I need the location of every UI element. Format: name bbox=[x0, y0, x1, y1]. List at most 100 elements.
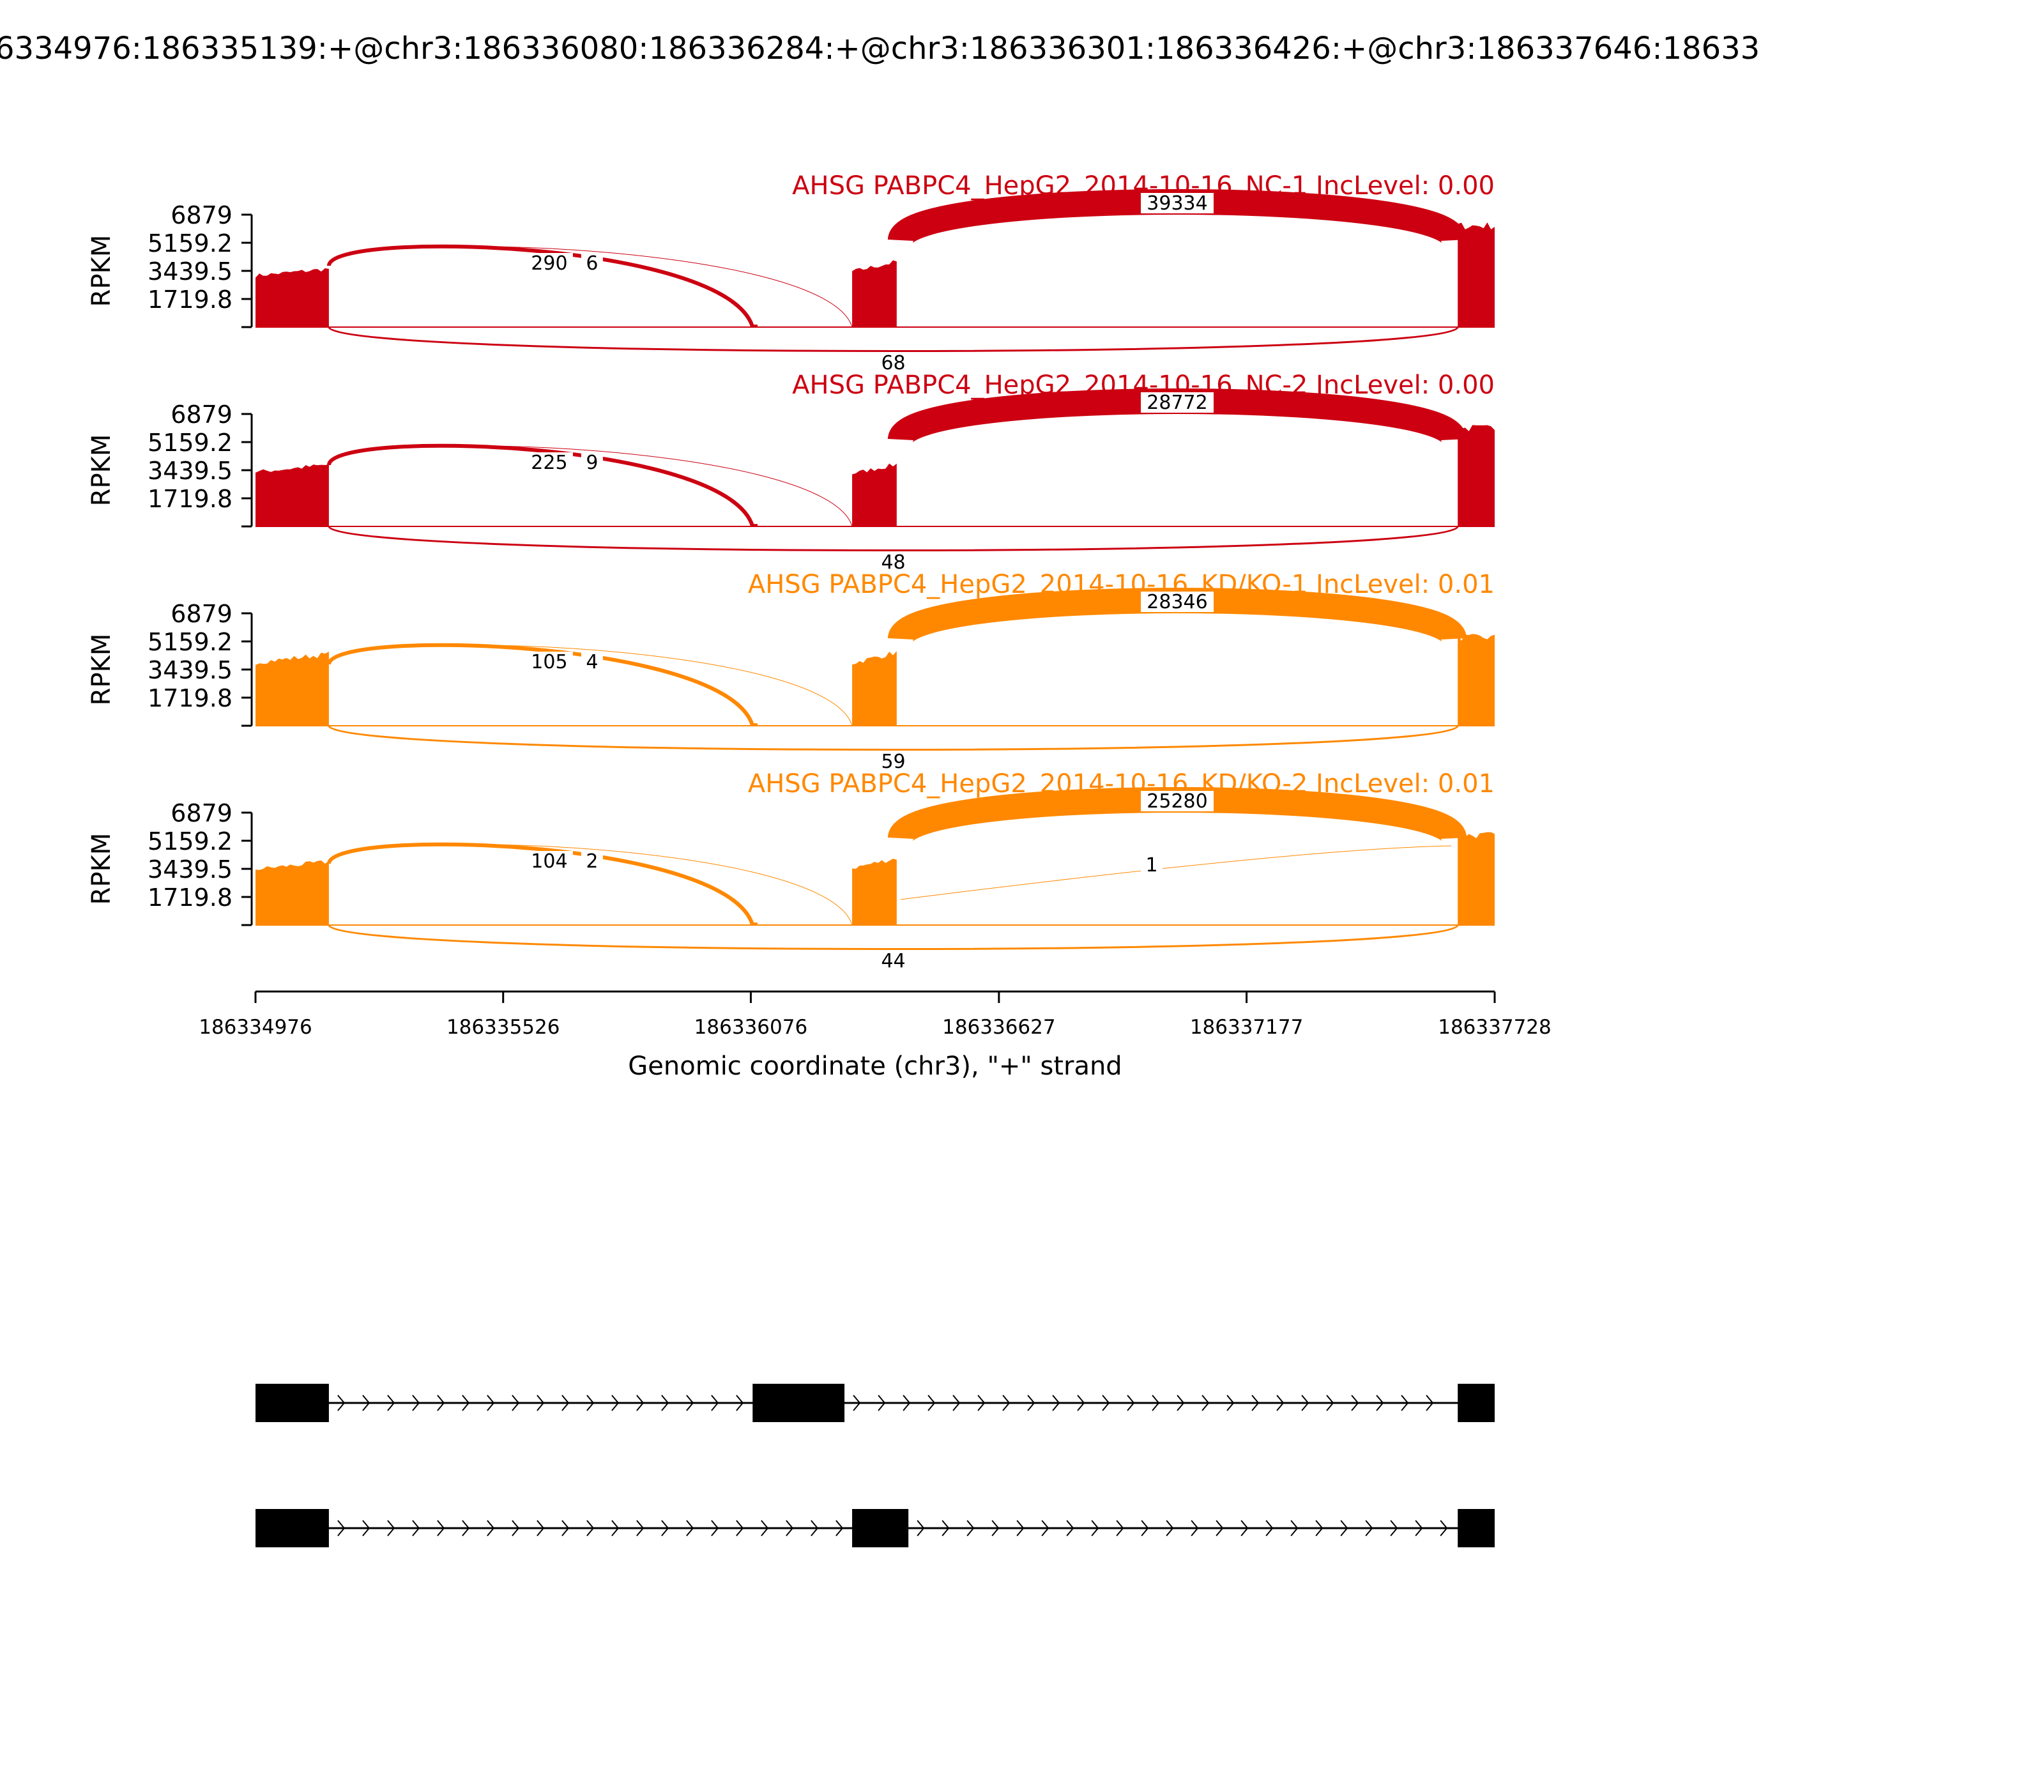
strand-arrow bbox=[711, 1520, 719, 1536]
junction-label-bg bbox=[525, 851, 573, 871]
gene-model bbox=[256, 1384, 1495, 1422]
coverage-area bbox=[1458, 222, 1495, 327]
junction-label: 25280 bbox=[1147, 790, 1207, 813]
strand-arrow bbox=[412, 1520, 420, 1536]
junction-label: 68 bbox=[881, 352, 905, 374]
y-axis-label: RPKM bbox=[87, 434, 116, 507]
strand-arrow bbox=[362, 1520, 370, 1536]
coverage-area bbox=[256, 464, 329, 526]
strand-arrow bbox=[1041, 1520, 1049, 1536]
junction-label-bg bbox=[525, 652, 573, 672]
strand-arrow bbox=[736, 1520, 744, 1536]
junction-arc bbox=[328, 326, 1459, 352]
strand-arrow bbox=[1290, 1520, 1299, 1536]
strand-arrow bbox=[878, 1395, 886, 1411]
strand-arrow bbox=[561, 1395, 570, 1411]
strand-arrow bbox=[927, 1395, 936, 1411]
strand-arrow bbox=[1226, 1395, 1235, 1411]
y-tick-label: 3439.5 bbox=[148, 656, 233, 684]
junction-arc bbox=[328, 924, 1459, 950]
strand-arrow bbox=[1127, 1395, 1135, 1411]
strand-arrow bbox=[611, 1520, 620, 1536]
coverage-area bbox=[1458, 425, 1495, 526]
junction-label-bg bbox=[525, 253, 573, 273]
x-tick-label: 186335526 bbox=[446, 1016, 560, 1039]
strand-arrow bbox=[387, 1395, 395, 1411]
coverage-area bbox=[1458, 832, 1495, 925]
strand-arrow bbox=[636, 1395, 644, 1411]
junction-arc bbox=[326, 643, 755, 726]
strand-arrow bbox=[337, 1395, 346, 1411]
y-tick-label: 1719.8 bbox=[148, 485, 233, 513]
strand-arrow bbox=[1326, 1395, 1334, 1411]
strand-arrow bbox=[1152, 1395, 1160, 1411]
x-tick-label: 186334976 bbox=[199, 1016, 312, 1039]
strand-arrow bbox=[1401, 1395, 1409, 1411]
junction-label: 1 bbox=[1145, 854, 1157, 877]
exon-block bbox=[256, 1384, 329, 1422]
junction-label-bg bbox=[876, 552, 911, 572]
junction-label-bg bbox=[1141, 193, 1214, 213]
junction-label-bg bbox=[525, 452, 573, 473]
strand-arrow bbox=[1376, 1395, 1384, 1411]
strand-arrow bbox=[1102, 1395, 1110, 1411]
y-tick-label: 6879 bbox=[171, 401, 233, 429]
junction-label: 4 bbox=[586, 651, 598, 673]
y-tick-label: 3439.5 bbox=[148, 257, 233, 286]
coverage-area bbox=[1458, 634, 1495, 726]
coverage-area bbox=[852, 651, 897, 726]
strand-arrow bbox=[537, 1395, 545, 1411]
strand-arrow bbox=[512, 1395, 520, 1411]
junction-label: 28346 bbox=[1147, 591, 1207, 613]
strand-arrow bbox=[853, 1395, 861, 1411]
strand-arrow bbox=[686, 1520, 694, 1536]
junction-label: 225 bbox=[531, 452, 567, 474]
junction-arc bbox=[900, 845, 1452, 900]
junction-label: 59 bbox=[881, 751, 905, 773]
junction-arc bbox=[328, 445, 853, 527]
junction-label-bg bbox=[581, 851, 603, 871]
junction-label-bg bbox=[581, 452, 603, 473]
strand-arrow bbox=[1002, 1395, 1011, 1411]
junction-label: 2 bbox=[586, 850, 598, 873]
strand-arrow bbox=[1265, 1520, 1274, 1536]
strand-arrow bbox=[811, 1520, 819, 1536]
junction-label: 44 bbox=[881, 950, 905, 972]
x-tick-label: 186336076 bbox=[694, 1016, 808, 1039]
junction-arc bbox=[328, 246, 853, 328]
chart-title: 6334976:186335139:+@chr3:186336080:18633… bbox=[0, 31, 1760, 66]
x-axis-label: Genomic coordinate (chr3), "+" strand bbox=[628, 1052, 1122, 1081]
strand-arrow bbox=[835, 1520, 844, 1536]
strand-arrow bbox=[1301, 1395, 1309, 1411]
y-axis-label: RPKM bbox=[87, 833, 116, 905]
junction-label: 6 bbox=[586, 252, 598, 275]
x-tick-label: 186337177 bbox=[1190, 1016, 1304, 1039]
strand-arrow bbox=[586, 1395, 595, 1411]
strand-arrow bbox=[1066, 1520, 1074, 1536]
strand-arrow bbox=[1191, 1520, 1199, 1536]
y-tick-label: 5159.2 bbox=[148, 628, 233, 656]
strand-arrow bbox=[387, 1520, 395, 1536]
y-tick-label: 6879 bbox=[171, 799, 233, 827]
junction-label-bg bbox=[876, 353, 911, 373]
x-tick-label: 186336627 bbox=[942, 1016, 1056, 1039]
strand-arrow bbox=[1166, 1520, 1174, 1536]
strand-arrow bbox=[1077, 1395, 1085, 1411]
strand-arrow bbox=[1340, 1520, 1348, 1536]
exon-block bbox=[852, 1509, 909, 1547]
y-axis-label: RPKM bbox=[87, 634, 116, 706]
y-axis-label: RPKM bbox=[87, 235, 116, 307]
strand-arrow bbox=[1365, 1520, 1373, 1536]
coverage-area bbox=[852, 463, 897, 526]
strand-arrow bbox=[786, 1520, 794, 1536]
junction-arc bbox=[326, 244, 755, 328]
junction-label-bg bbox=[1141, 791, 1214, 811]
junction-label: 290 bbox=[531, 252, 567, 275]
sample-panel: AHSG PABPC4_HepG2_2014-10-16_KD/KO-1 Inc… bbox=[87, 570, 1495, 773]
strand-arrow bbox=[661, 1520, 669, 1536]
strand-arrow bbox=[561, 1520, 570, 1536]
strand-arrow bbox=[1315, 1520, 1323, 1536]
strand-arrow bbox=[991, 1520, 1000, 1536]
junction-label: 104 bbox=[531, 850, 567, 873]
